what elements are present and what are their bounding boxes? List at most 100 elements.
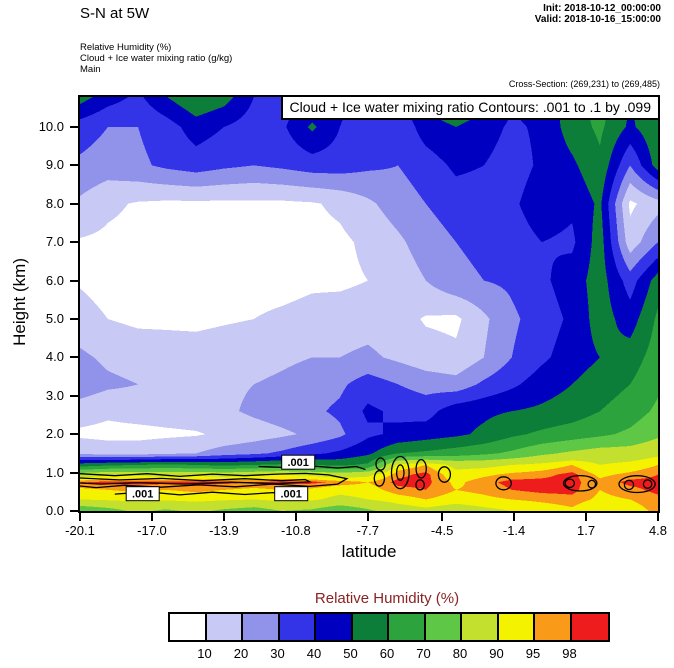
cloud-contour-blob bbox=[395, 464, 405, 481]
legend-tick-label: 80 bbox=[452, 646, 468, 661]
y-axis-tick bbox=[70, 356, 78, 359]
cloud-contour-blob bbox=[495, 476, 512, 491]
cloud-contour-blob bbox=[373, 470, 386, 487]
legend-tick-label: 70 bbox=[416, 646, 431, 661]
legend-color-box bbox=[352, 614, 389, 640]
contour-label-box bbox=[125, 486, 160, 502]
y-tick-label: 3.0 bbox=[45, 387, 64, 403]
legend-color-box bbox=[535, 614, 572, 640]
contour-label-text: .001 bbox=[132, 489, 153, 501]
y-axis-tick bbox=[70, 202, 78, 205]
legend-tick-label: 95 bbox=[525, 646, 541, 661]
legend-tick-labels: 10 20 30 40 50 60 70 80 90 95 98 bbox=[168, 646, 606, 662]
contour-label-text: .001 bbox=[280, 489, 301, 501]
y-tick-label: 10.0 bbox=[38, 118, 64, 134]
y-axis-tick bbox=[70, 279, 78, 282]
legend-color-box bbox=[571, 614, 608, 640]
y-tick-label: 5.0 bbox=[45, 310, 64, 326]
page-title: S-N at 5W bbox=[80, 5, 150, 22]
legend-title: Relative Humidity (%) bbox=[314, 590, 460, 607]
y-axis-tick bbox=[70, 317, 78, 320]
x-axis-tick bbox=[222, 513, 225, 521]
cloud-contour-blob bbox=[415, 458, 427, 479]
cloud-contour-blob bbox=[618, 475, 656, 494]
legend-color-box bbox=[279, 614, 316, 640]
x-axis-label: latitude bbox=[341, 542, 397, 561]
y-tick-label: 0.0 bbox=[45, 503, 64, 518]
legend-tick-label: 40 bbox=[306, 646, 322, 661]
init-valid-block: Init: 2018-10-12_00:00:00 Valid: 2018-10… bbox=[535, 3, 661, 25]
legend-tick-label: 10 bbox=[197, 646, 212, 661]
cloud-contour-overlay: .001 .001 .001 bbox=[80, 454, 656, 502]
y-axis-label: Height (km) bbox=[10, 258, 29, 346]
y-axis-tick bbox=[70, 433, 78, 436]
cloud-contour-line bbox=[80, 477, 313, 485]
legend-color-box bbox=[462, 614, 499, 640]
x-axis-tick bbox=[513, 513, 516, 521]
cloud-contour-blob bbox=[642, 479, 653, 489]
contour-info-banner: Cloud + Ice water mixing ratio Contours:… bbox=[280, 95, 660, 120]
x-tick-label: -13.9 bbox=[209, 523, 239, 538]
y-axis-tick bbox=[70, 510, 78, 512]
cross-section-note: Cross-Section: (269,231) to (269,485) bbox=[508, 79, 660, 89]
y-axis-tick bbox=[70, 394, 78, 397]
x-tick-label: -17.0 bbox=[137, 523, 167, 538]
y-tick-label: 9.0 bbox=[45, 157, 64, 173]
legend-color-box bbox=[425, 614, 462, 640]
rh-field-canvas bbox=[80, 97, 658, 511]
legend-tick-label: 98 bbox=[562, 646, 577, 661]
cloud-contour-blob bbox=[564, 478, 576, 489]
field-line-cloud: Cloud + Ice water mixing ratio (g/kg) bbox=[80, 53, 233, 64]
cloud-contour-blob bbox=[375, 457, 386, 471]
y-tick-label: 6.0 bbox=[45, 272, 64, 288]
y-axis-tick bbox=[70, 125, 78, 128]
legend-tick-label: 20 bbox=[233, 646, 249, 661]
cloud-contour-blob bbox=[562, 474, 598, 492]
contour-label-box bbox=[281, 454, 316, 470]
cloud-contour-blob bbox=[390, 455, 410, 490]
legend-tick-label: 50 bbox=[343, 646, 358, 661]
field-line-domain: Main bbox=[80, 64, 101, 75]
x-axis-tick bbox=[585, 513, 588, 521]
y-tick-label: 7.0 bbox=[45, 234, 64, 250]
y-tick-label: 2.0 bbox=[45, 426, 64, 442]
cloud-contour-blob bbox=[623, 479, 635, 491]
valid-time: Valid: 2018-10-16_15:00:00 bbox=[534, 14, 661, 25]
contour-label-text: .001 bbox=[287, 457, 308, 469]
legend-color-box bbox=[316, 614, 353, 640]
legend-tick-label: 90 bbox=[489, 646, 504, 661]
y-axis-tick bbox=[70, 241, 78, 244]
legend-color-box bbox=[498, 614, 535, 640]
init-time: Init: 2018-10-12_00:00:00 bbox=[543, 3, 661, 14]
y-axis-tick bbox=[70, 164, 78, 167]
y-tick-label: 8.0 bbox=[45, 195, 64, 211]
contour-label-box bbox=[274, 486, 309, 502]
x-axis-tick bbox=[150, 513, 153, 521]
legend-colorbar bbox=[168, 612, 610, 642]
legend-tick-label: 30 bbox=[270, 646, 285, 661]
plot-frame: .001 .001 .001 Cloud + Ice water mixing ra… bbox=[78, 95, 660, 513]
legend-color-box bbox=[206, 614, 243, 640]
y-tick-label: 1.0 bbox=[45, 464, 64, 480]
legend-color-box bbox=[389, 614, 426, 640]
field-description: Relative Humidity (%) Cloud + Ice water … bbox=[80, 42, 232, 75]
legend-color-box bbox=[243, 614, 280, 640]
cloud-contour-blob bbox=[415, 479, 425, 491]
cloud-contour-blob bbox=[437, 466, 452, 483]
x-axis-tick bbox=[441, 513, 444, 521]
x-tick-label: -4.5 bbox=[430, 523, 454, 538]
legend-tick-label: 60 bbox=[379, 646, 395, 661]
x-axis-tick bbox=[366, 513, 369, 521]
y-axis-tick bbox=[70, 471, 78, 474]
x-tick-label: 1.7 bbox=[576, 523, 596, 538]
cloud-contour-blob bbox=[587, 479, 597, 489]
field-line-rh: Relative Humidity (%) bbox=[80, 42, 172, 53]
cloud-contour-line bbox=[80, 472, 349, 489]
x-tick-label: 4.8 bbox=[648, 523, 668, 538]
y-tick-label: 4.0 bbox=[45, 349, 64, 365]
x-axis-tick bbox=[294, 513, 297, 521]
x-tick-label: -20.1 bbox=[65, 523, 95, 538]
x-tick-label: -7.7 bbox=[356, 523, 380, 538]
x-tick-label: -1.4 bbox=[502, 523, 526, 538]
